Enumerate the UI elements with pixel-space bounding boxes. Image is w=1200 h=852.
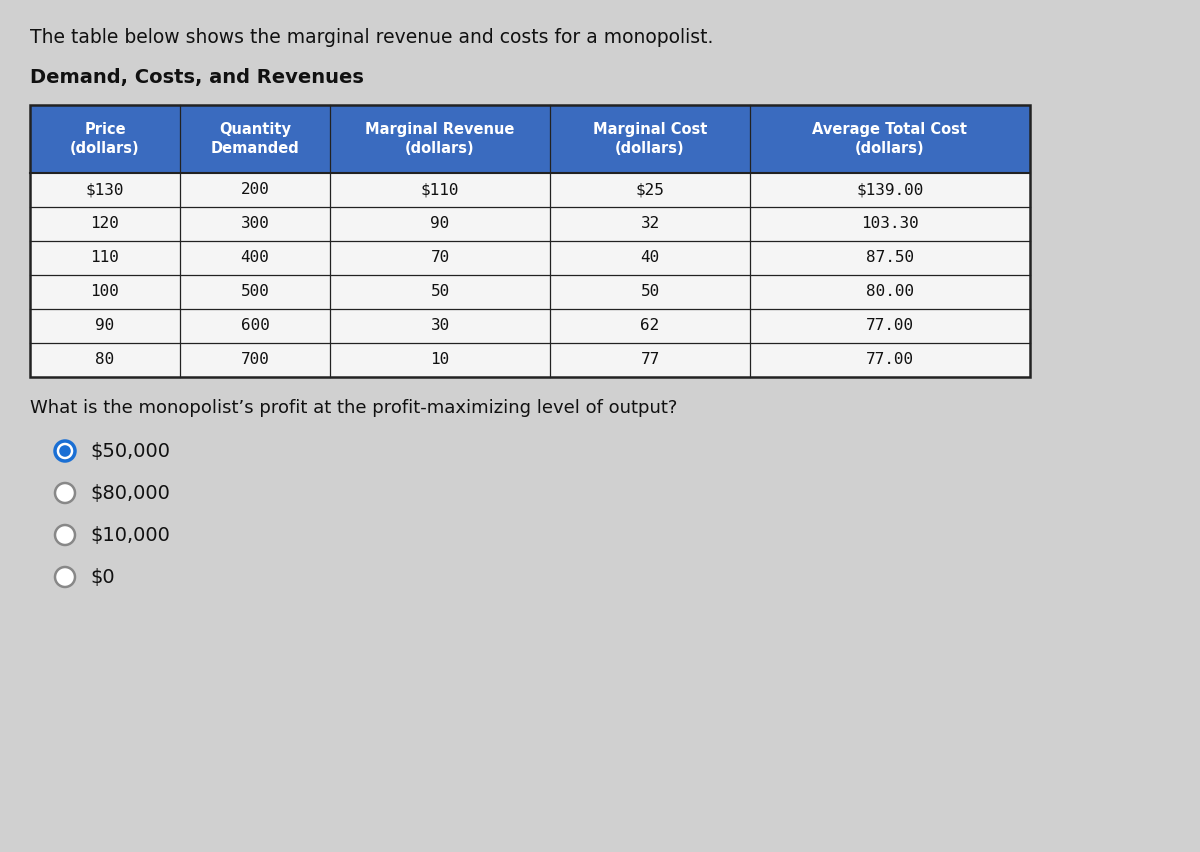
Bar (30, 207, 1030, 241)
Text: 700: 700 (240, 353, 270, 367)
Circle shape (55, 483, 74, 503)
Text: 32: 32 (641, 216, 660, 232)
Text: 80.00: 80.00 (866, 285, 914, 300)
Text: 10: 10 (431, 353, 450, 367)
Text: $80,000: $80,000 (90, 483, 170, 503)
Text: Average Total Cost
(dollars): Average Total Cost (dollars) (812, 122, 967, 156)
Text: 90: 90 (95, 319, 115, 333)
Circle shape (55, 567, 74, 587)
Text: 90: 90 (431, 216, 450, 232)
Text: Marginal Cost
(dollars): Marginal Cost (dollars) (593, 122, 707, 156)
Text: $130: $130 (85, 182, 125, 198)
Text: 400: 400 (240, 250, 270, 266)
Text: $25: $25 (636, 182, 665, 198)
Text: 77.00: 77.00 (866, 319, 914, 333)
Bar (30, 105, 1030, 173)
Text: $10,000: $10,000 (90, 526, 170, 544)
Circle shape (55, 525, 74, 545)
Bar (30, 105, 1030, 377)
Text: $0: $0 (90, 567, 115, 586)
Text: 50: 50 (641, 285, 660, 300)
Text: What is the monopolist’s profit at the profit-maximizing level of output?: What is the monopolist’s profit at the p… (30, 399, 677, 417)
Text: 100: 100 (90, 285, 120, 300)
Text: $110: $110 (421, 182, 460, 198)
Text: 77: 77 (641, 353, 660, 367)
Text: 77.00: 77.00 (866, 353, 914, 367)
Text: 87.50: 87.50 (866, 250, 914, 266)
Text: $139.00: $139.00 (857, 182, 924, 198)
Text: 80: 80 (95, 353, 115, 367)
Text: The table below shows the marginal revenue and costs for a monopolist.: The table below shows the marginal reven… (30, 28, 713, 47)
Bar (30, 173, 1030, 207)
Text: 110: 110 (90, 250, 120, 266)
Text: 500: 500 (240, 285, 270, 300)
Text: Marginal Revenue
(dollars): Marginal Revenue (dollars) (365, 122, 515, 156)
Bar (30, 241, 1030, 275)
Bar (30, 309, 1030, 343)
Text: Quantity
Demanded: Quantity Demanded (211, 122, 299, 156)
Text: Price
(dollars): Price (dollars) (70, 122, 140, 156)
Bar (30, 343, 1030, 377)
Text: 30: 30 (431, 319, 450, 333)
Text: 62: 62 (641, 319, 660, 333)
Bar (30, 275, 1030, 309)
Text: 50: 50 (431, 285, 450, 300)
Circle shape (59, 446, 71, 457)
Text: 300: 300 (240, 216, 270, 232)
Text: 40: 40 (641, 250, 660, 266)
Text: 120: 120 (90, 216, 120, 232)
Text: Demand, Costs, and Revenues: Demand, Costs, and Revenues (30, 68, 364, 87)
Text: $50,000: $50,000 (90, 441, 170, 460)
Text: 70: 70 (431, 250, 450, 266)
Text: 200: 200 (240, 182, 270, 198)
Text: 103.30: 103.30 (862, 216, 919, 232)
Text: 600: 600 (240, 319, 270, 333)
Circle shape (55, 441, 74, 461)
